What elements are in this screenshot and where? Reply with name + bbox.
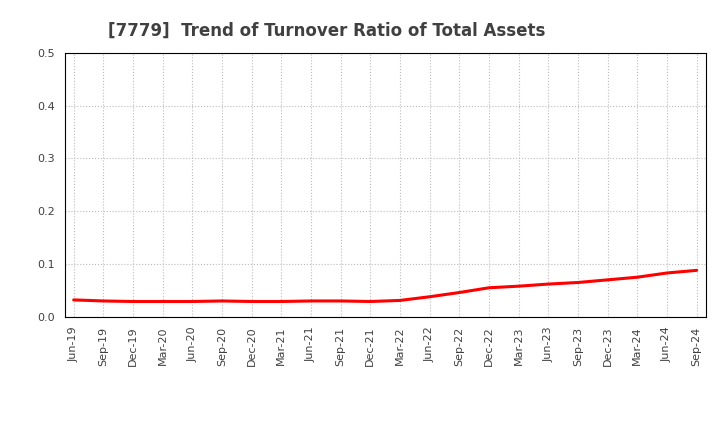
Text: [7779]  Trend of Turnover Ratio of Total Assets: [7779] Trend of Turnover Ratio of Total … xyxy=(108,22,545,40)
